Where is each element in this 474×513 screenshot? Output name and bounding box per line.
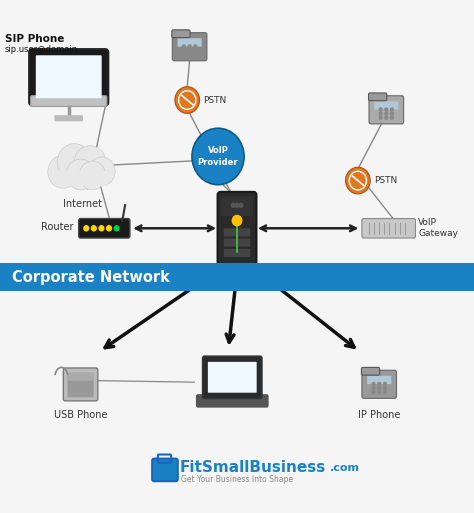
Circle shape xyxy=(194,45,197,48)
Circle shape xyxy=(114,226,119,231)
FancyBboxPatch shape xyxy=(221,196,253,216)
FancyBboxPatch shape xyxy=(202,356,262,398)
Circle shape xyxy=(239,203,243,207)
FancyBboxPatch shape xyxy=(218,192,256,265)
Text: VoIP
Gateway: VoIP Gateway xyxy=(418,218,458,239)
Text: PSTN: PSTN xyxy=(203,95,227,105)
Text: USB Phone: USB Phone xyxy=(54,410,107,420)
Circle shape xyxy=(99,226,104,231)
Circle shape xyxy=(66,159,95,190)
Circle shape xyxy=(378,383,381,386)
FancyBboxPatch shape xyxy=(208,362,257,393)
FancyBboxPatch shape xyxy=(361,367,380,375)
FancyBboxPatch shape xyxy=(79,219,130,238)
Circle shape xyxy=(391,116,393,119)
Circle shape xyxy=(79,161,106,190)
FancyBboxPatch shape xyxy=(369,96,403,124)
FancyBboxPatch shape xyxy=(362,370,396,398)
Circle shape xyxy=(231,203,235,207)
FancyBboxPatch shape xyxy=(152,459,178,481)
FancyBboxPatch shape xyxy=(368,93,387,101)
Circle shape xyxy=(182,45,185,48)
FancyBboxPatch shape xyxy=(196,395,268,407)
Circle shape xyxy=(383,387,386,390)
FancyBboxPatch shape xyxy=(29,49,108,106)
Text: sip.user@domain: sip.user@domain xyxy=(5,45,78,54)
Circle shape xyxy=(48,155,78,188)
FancyBboxPatch shape xyxy=(172,30,190,37)
FancyBboxPatch shape xyxy=(178,38,202,47)
Circle shape xyxy=(235,203,239,207)
Circle shape xyxy=(383,391,386,394)
FancyBboxPatch shape xyxy=(0,263,474,291)
Circle shape xyxy=(385,116,388,119)
Circle shape xyxy=(89,157,115,186)
Circle shape xyxy=(188,49,191,52)
FancyBboxPatch shape xyxy=(367,376,392,384)
Circle shape xyxy=(232,215,242,226)
Circle shape xyxy=(346,167,370,194)
FancyBboxPatch shape xyxy=(374,101,398,110)
Text: Corporate Network: Corporate Network xyxy=(12,270,170,285)
Circle shape xyxy=(372,383,375,386)
FancyBboxPatch shape xyxy=(362,219,415,238)
Circle shape xyxy=(175,87,200,113)
Text: VoIP
Provider: VoIP Provider xyxy=(198,146,238,167)
Circle shape xyxy=(372,391,375,394)
Circle shape xyxy=(182,53,185,56)
Circle shape xyxy=(379,116,382,119)
Circle shape xyxy=(383,383,386,386)
FancyBboxPatch shape xyxy=(30,96,107,107)
Text: .com: .com xyxy=(329,463,359,473)
FancyBboxPatch shape xyxy=(64,368,98,401)
Circle shape xyxy=(385,112,388,115)
FancyBboxPatch shape xyxy=(224,228,250,236)
Circle shape xyxy=(379,108,382,111)
Circle shape xyxy=(192,128,244,185)
Circle shape xyxy=(391,112,393,115)
Circle shape xyxy=(372,387,375,390)
FancyBboxPatch shape xyxy=(67,372,94,381)
Circle shape xyxy=(182,49,185,52)
FancyBboxPatch shape xyxy=(67,380,94,397)
Text: Internet: Internet xyxy=(64,199,102,209)
FancyBboxPatch shape xyxy=(55,115,83,122)
Circle shape xyxy=(194,49,197,52)
FancyBboxPatch shape xyxy=(36,55,101,98)
Circle shape xyxy=(378,387,381,390)
Circle shape xyxy=(391,108,393,111)
Circle shape xyxy=(84,226,89,231)
FancyBboxPatch shape xyxy=(58,171,108,186)
Text: SIP Phone: SIP Phone xyxy=(5,34,64,44)
Circle shape xyxy=(74,146,106,181)
Circle shape xyxy=(194,53,197,56)
Text: IP Phone: IP Phone xyxy=(358,410,401,420)
Circle shape xyxy=(188,45,191,48)
Circle shape xyxy=(379,112,382,115)
Circle shape xyxy=(107,226,111,231)
FancyBboxPatch shape xyxy=(173,33,207,61)
Circle shape xyxy=(91,226,96,231)
FancyBboxPatch shape xyxy=(224,239,250,247)
Text: Get Your Business Into Shape: Get Your Business Into Shape xyxy=(181,475,293,484)
Circle shape xyxy=(188,53,191,56)
Circle shape xyxy=(385,108,388,111)
Circle shape xyxy=(57,144,91,181)
Circle shape xyxy=(378,391,381,394)
Text: PSTN: PSTN xyxy=(374,176,397,185)
Text: Router: Router xyxy=(41,222,73,232)
FancyBboxPatch shape xyxy=(224,249,250,257)
Text: FitSmallBusiness: FitSmallBusiness xyxy=(180,460,327,476)
